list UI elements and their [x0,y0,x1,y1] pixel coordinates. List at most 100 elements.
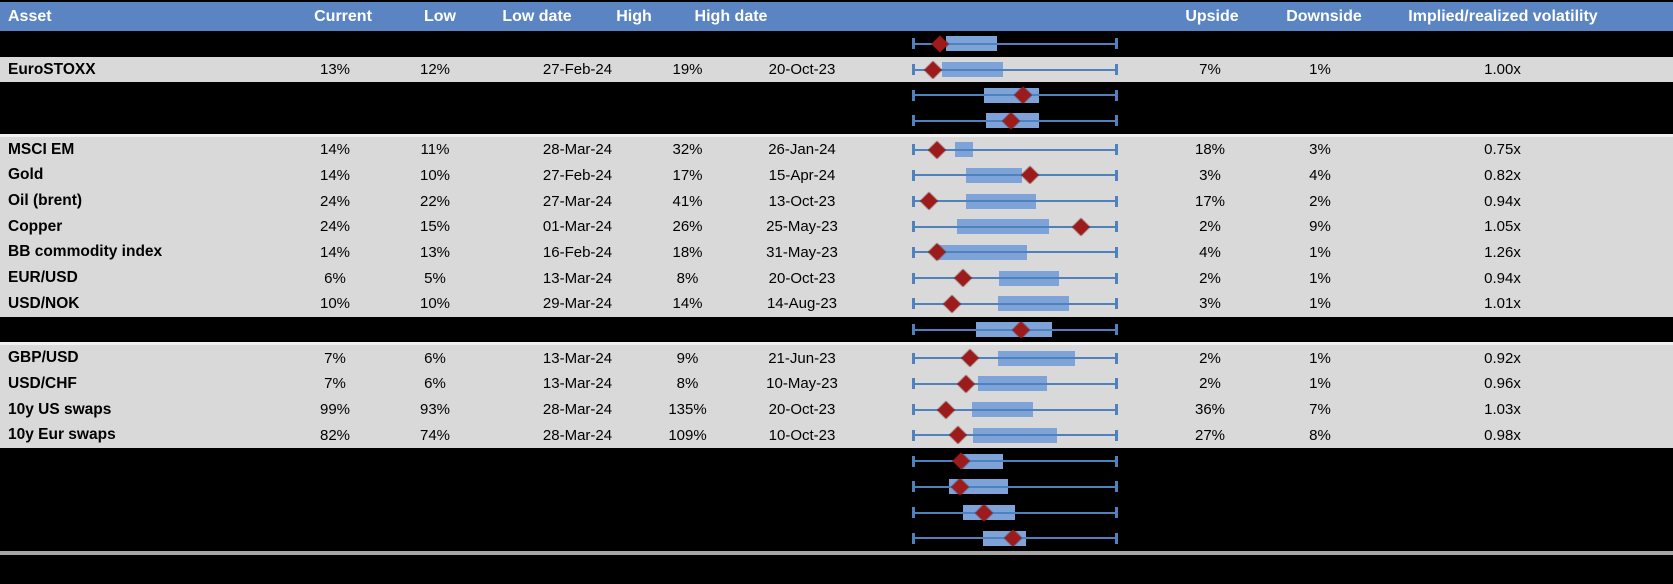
cell-high-date[interactable]: 21-Jun-23 [768,349,836,367]
cell-high[interactable]: 18% [672,243,703,261]
cell-high-date[interactable]: 14-Aug-23 [766,295,838,313]
cell-vol[interactable]: 0.82x [1484,166,1521,184]
cell-low[interactable]: 15% [419,218,451,236]
cell-vol[interactable]: 0.92x [1484,349,1521,367]
header-downside[interactable]: Downside [1286,7,1362,25]
cell-low-date[interactable]: 13-Mar-24 [542,349,613,367]
cell-downside[interactable]: 9% [1309,218,1331,236]
cell-low[interactable]: 5% [424,269,446,287]
cell-low[interactable]: 6% [424,349,446,367]
cell-low-date[interactable]: 01-Mar-24 [542,218,613,236]
cell-high[interactable]: 8% [676,269,699,287]
cell-low-date[interactable]: 28-Mar-24 [542,426,613,444]
cell-upside[interactable]: 2% [1199,349,1221,367]
cell-low[interactable]: 93% [419,401,451,419]
cell-upside[interactable]: 2% [1199,218,1221,236]
cell-asset[interactable]: GBP/USD [8,349,79,367]
cell-low-date[interactable]: 29-Mar-24 [542,295,613,313]
cell-high-date[interactable]: 10-Oct-23 [768,426,836,444]
cell-high-date[interactable]: 25-May-23 [766,218,838,236]
cell-high[interactable]: 41% [672,192,703,210]
cell-low[interactable]: 6% [424,375,446,393]
cell-downside[interactable]: 1% [1309,349,1331,367]
cell-asset[interactable]: Copper [8,217,63,235]
cell-high-date[interactable]: 31-May-23 [766,243,838,261]
cell-high-date[interactable]: 10-May-23 [766,375,838,393]
cell-upside[interactable]: 2% [1199,269,1221,287]
header-implied-realized-volatility[interactable]: Implied/realized volatility [1408,7,1598,25]
cell-upside[interactable]: 4% [1199,243,1221,261]
cell-asset[interactable]: 10y Eur swaps [8,426,116,444]
header-asset[interactable]: Asset [8,7,52,25]
cell-high[interactable]: 26% [672,218,703,236]
cell-upside[interactable]: 36% [1194,401,1226,419]
cell-low-date[interactable]: 28-Mar-24 [542,401,613,419]
cell-low-date[interactable]: 27-Feb-24 [542,166,613,184]
cell-current[interactable]: 7% [324,375,346,393]
cell-low[interactable]: 22% [419,192,451,210]
cell-current[interactable]: 24% [319,192,351,210]
cell-upside[interactable]: 18% [1194,141,1226,159]
cell-high[interactable]: 19% [672,61,703,79]
cell-vol[interactable]: 0.94x [1484,192,1521,210]
header-low-date[interactable]: Low date [502,7,572,25]
cell-upside[interactable]: 2% [1199,375,1221,393]
cell-vol[interactable]: 0.94x [1484,269,1521,287]
cell-vol[interactable]: 1.05x [1484,218,1521,236]
header-upside[interactable]: Upside [1185,7,1239,25]
cell-current[interactable]: 14% [319,166,351,184]
cell-upside[interactable]: 7% [1199,61,1221,79]
cell-downside[interactable]: 1% [1309,61,1331,79]
header-high[interactable]: High [616,7,652,25]
cell-downside[interactable]: 7% [1309,401,1331,419]
cell-current[interactable]: 99% [319,401,351,419]
cell-high-date[interactable]: 20-Oct-23 [768,269,836,287]
cell-asset[interactable]: USD/CHF [8,374,77,392]
cell-upside[interactable]: 3% [1199,295,1221,313]
cell-upside[interactable]: 27% [1194,426,1226,444]
cell-vol[interactable]: 0.75x [1484,141,1521,159]
cell-low[interactable]: 13% [419,243,451,261]
header-high-date[interactable]: High date [694,7,768,25]
cell-asset[interactable]: USD/NOK [8,294,80,312]
cell-high[interactable]: 109% [668,426,707,444]
cell-asset[interactable]: EuroSTOXX [8,60,96,78]
cell-low-date[interactable]: 16-Feb-24 [542,243,613,261]
cell-downside[interactable]: 4% [1309,166,1331,184]
cell-low-date[interactable]: 13-Mar-24 [542,269,613,287]
cell-vol[interactable]: 0.96x [1484,375,1521,393]
cell-high[interactable]: 17% [672,166,703,184]
cell-high[interactable]: 32% [672,141,703,159]
cell-low-date[interactable]: 27-Feb-24 [542,61,613,79]
cell-downside[interactable]: 3% [1309,141,1331,159]
cell-current[interactable]: 14% [319,243,351,261]
cell-current[interactable]: 82% [319,426,351,444]
cell-downside[interactable]: 2% [1309,192,1331,210]
header-current[interactable]: Current [314,7,372,25]
cell-high-date[interactable]: 26-Jan-24 [768,141,836,159]
cell-low[interactable]: 11% [420,141,450,159]
cell-high-date[interactable]: 20-Oct-23 [768,401,836,419]
cell-low[interactable]: 10% [419,295,451,313]
cell-upside[interactable]: 17% [1194,192,1226,210]
cell-downside[interactable]: 8% [1309,426,1331,444]
cell-low[interactable]: 74% [419,426,451,444]
cell-low[interactable]: 10% [419,166,451,184]
header-low[interactable]: Low [424,7,456,25]
cell-downside[interactable]: 1% [1309,375,1331,393]
cell-low[interactable]: 12% [419,61,451,79]
cell-upside[interactable]: 3% [1199,166,1221,184]
cell-asset[interactable]: Oil (brent) [8,192,83,210]
cell-downside[interactable]: 1% [1309,243,1331,261]
cell-current[interactable]: 24% [319,218,351,236]
cell-high-date[interactable]: 15-Apr-24 [768,166,836,184]
cell-current[interactable]: 14% [319,141,351,159]
cell-vol[interactable]: 1.01x [1484,295,1521,313]
cell-high[interactable]: 8% [676,375,699,393]
cell-high[interactable]: 9% [676,349,699,367]
cell-downside[interactable]: 1% [1309,295,1331,313]
cell-current[interactable]: 13% [319,61,351,79]
cell-low-date[interactable]: 13-Mar-24 [542,375,613,393]
cell-vol[interactable]: 0.98x [1484,426,1521,444]
cell-asset[interactable]: Gold [8,166,44,184]
